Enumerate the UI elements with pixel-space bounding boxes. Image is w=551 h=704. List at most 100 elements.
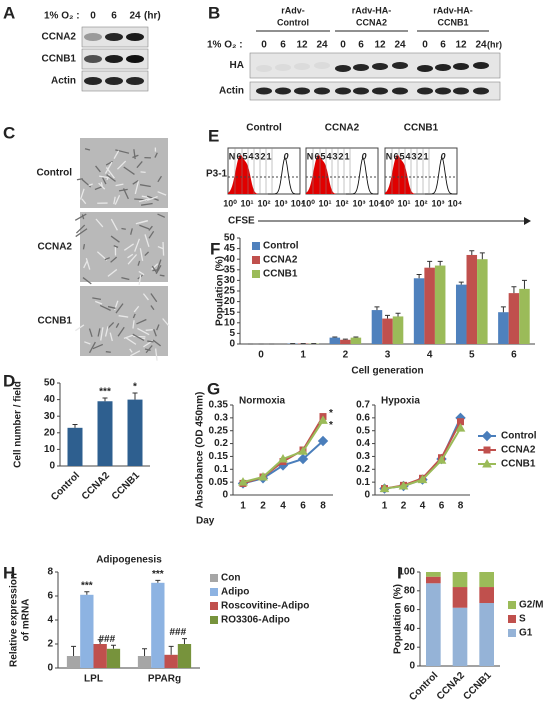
y-tick-label: 40 [404, 623, 416, 634]
cell [122, 188, 129, 200]
marker [436, 455, 447, 464]
line [242, 416, 324, 485]
bar-segment [452, 607, 468, 666]
error-bar [374, 306, 380, 311]
y-axis-label: Cell number / field [13, 381, 24, 468]
x-axis-label: Day [196, 516, 215, 527]
y-tick-label: 30 [44, 411, 56, 422]
cell [107, 305, 116, 309]
generation-label: 6 [236, 151, 241, 161]
x-tick-label: Control [49, 470, 82, 503]
y-tick-label: 4 [47, 615, 53, 626]
bar-segment [452, 587, 468, 608]
histogram-outline [268, 157, 301, 195]
y-tick-label: 0.05 [209, 477, 229, 488]
y-tick-label: 0.1 [356, 477, 370, 488]
cell [115, 149, 130, 154]
error-bar [97, 639, 103, 644]
generation-label: N [229, 151, 236, 161]
blot-band [314, 62, 330, 69]
x-tick-label: 6 [439, 501, 445, 512]
annotation: ### [169, 627, 186, 638]
legend-swatch [252, 242, 260, 250]
x-tick-label: 6 [300, 501, 306, 512]
row-label: CCNA2 [38, 242, 73, 253]
micrograph [80, 212, 168, 282]
cell [132, 320, 135, 329]
x-tick-label: 1 [300, 350, 306, 361]
cell [148, 230, 155, 239]
blot-band [105, 55, 123, 63]
legend-label: Roscovitine-Adipo [221, 601, 309, 612]
error-bar [479, 252, 485, 260]
cell [154, 152, 158, 158]
y-tick-label: 0.35 [209, 400, 229, 411]
bar [455, 284, 467, 344]
blot-band [453, 87, 469, 95]
bar [177, 644, 192, 668]
y-tick-label: 30 [224, 275, 236, 286]
cell [113, 245, 119, 248]
annotation: * [329, 420, 333, 431]
y-tick-label: 0.2 [356, 464, 370, 475]
legend-label: S [519, 614, 526, 625]
bar [508, 293, 520, 344]
cell [121, 227, 126, 230]
y-tick-label: 0 [409, 661, 415, 672]
x-tick-label: 10² [335, 198, 348, 208]
generation-label: 3 [332, 151, 337, 161]
legend-swatch [508, 615, 516, 623]
y-tick-label: 10 [44, 444, 56, 455]
cell [110, 235, 120, 243]
error-bar [395, 312, 401, 317]
cell [99, 175, 111, 179]
group-label: CCNA2 [356, 17, 387, 27]
error-bar [181, 638, 187, 644]
y-axis-label: Relative expression [9, 573, 20, 667]
y-tick-label: 40 [224, 254, 236, 265]
y-tick-label: 10 [224, 317, 236, 328]
generation-label: 6 [314, 151, 319, 161]
marker [482, 458, 492, 468]
blot-band [353, 64, 369, 71]
y-tick-label: 0.3 [214, 412, 228, 423]
cell [84, 341, 91, 345]
panel-letter: F [210, 239, 220, 258]
y-tick-label: 0 [47, 663, 53, 674]
error-bar [353, 336, 359, 338]
cell [104, 257, 110, 261]
error-bar [342, 338, 348, 340]
cell [130, 228, 133, 235]
x-tick-label: 10³ [431, 198, 444, 208]
legend-swatch [210, 574, 218, 582]
cell [133, 335, 146, 338]
cell [82, 277, 92, 285]
bar [164, 654, 178, 668]
y-tick-label: 2 [47, 639, 53, 650]
blot-band [372, 87, 388, 95]
unit-label: (hr) [144, 11, 161, 22]
blot-band [126, 55, 144, 63]
cell [79, 188, 85, 200]
cell [132, 313, 136, 319]
generation-label: 4 [326, 151, 331, 161]
blot-band [473, 87, 489, 95]
legend-label: Control [501, 431, 537, 442]
cell [145, 345, 153, 354]
chart-title: Normoxia [239, 396, 286, 407]
time-label: 0 [340, 40, 346, 51]
cell [127, 253, 134, 259]
cell [88, 328, 93, 337]
x-tick-label: 4 [280, 501, 286, 512]
legend-label: RO3306-Adipo [221, 615, 290, 626]
cell [162, 242, 165, 256]
cell [123, 166, 135, 175]
x-tick-label: 0 [258, 350, 264, 361]
cell [159, 274, 165, 277]
bar-segment [426, 576, 441, 584]
row-label: Actin [51, 76, 76, 87]
legend-label: CCNB1 [501, 459, 536, 470]
marker [258, 471, 268, 481]
error-bar [72, 424, 78, 428]
